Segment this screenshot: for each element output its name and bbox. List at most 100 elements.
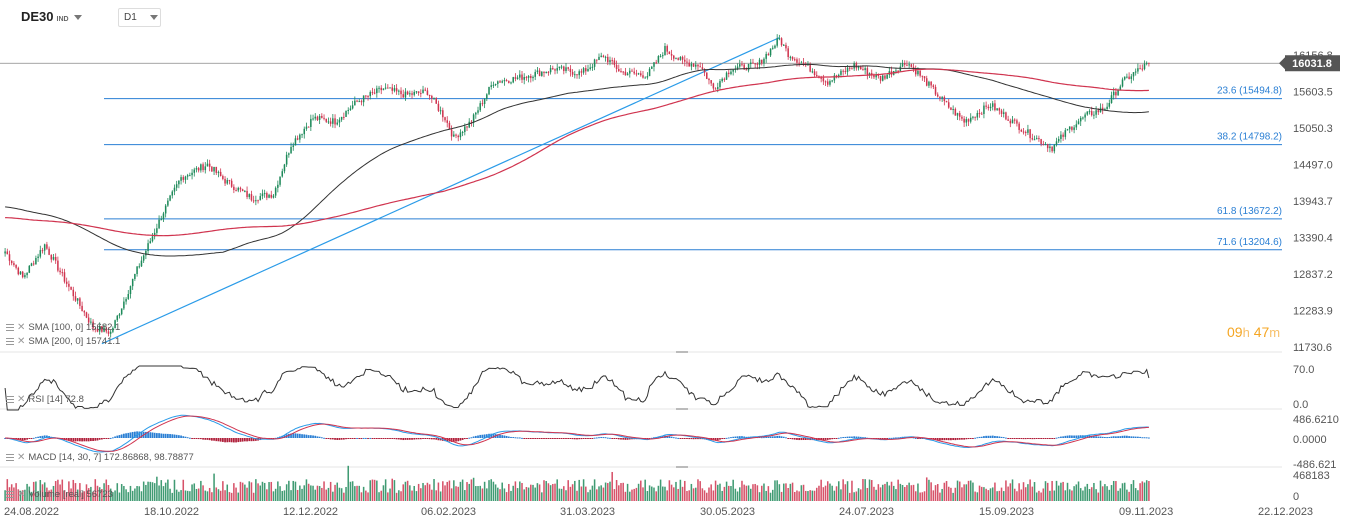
candle-down[interactable] bbox=[391, 87, 394, 91]
candle-down[interactable] bbox=[552, 68, 554, 70]
candle-up[interactable] bbox=[138, 266, 141, 268]
candle-up[interactable] bbox=[758, 59, 761, 65]
candle-down[interactable] bbox=[714, 88, 717, 90]
candle-down[interactable] bbox=[677, 58, 679, 60]
candle-up[interactable] bbox=[164, 205, 167, 214]
candle-up[interactable] bbox=[629, 70, 631, 74]
candle-down[interactable] bbox=[17, 267, 20, 275]
candle-up[interactable] bbox=[244, 190, 246, 192]
candle-down[interactable] bbox=[554, 69, 556, 71]
candle-down[interactable] bbox=[943, 97, 946, 102]
candle-down[interactable] bbox=[266, 193, 268, 198]
candle-up[interactable] bbox=[299, 134, 301, 140]
candle-down[interactable] bbox=[1071, 126, 1073, 130]
candle-up[interactable] bbox=[965, 119, 968, 123]
candle-down[interactable] bbox=[793, 59, 796, 61]
candle-up[interactable] bbox=[1068, 126, 1071, 130]
candle-up[interactable] bbox=[1134, 71, 1137, 73]
candle-up[interactable] bbox=[1095, 110, 1097, 115]
candle-down[interactable] bbox=[822, 78, 825, 82]
candle-down[interactable] bbox=[622, 71, 624, 73]
candle-up[interactable] bbox=[90, 321, 92, 323]
candle-up[interactable] bbox=[593, 59, 596, 67]
candle-up[interactable] bbox=[118, 314, 121, 316]
candle-down[interactable] bbox=[820, 77, 822, 79]
candle-down[interactable] bbox=[936, 94, 939, 97]
candle-down[interactable] bbox=[752, 62, 754, 64]
candle-up[interactable] bbox=[534, 71, 536, 77]
candle-up[interactable] bbox=[516, 77, 519, 79]
candle-down[interactable] bbox=[373, 92, 376, 94]
candle-up[interactable] bbox=[123, 301, 125, 309]
candle-up[interactable] bbox=[857, 66, 860, 69]
candle-down[interactable] bbox=[182, 177, 185, 180]
candle-up[interactable] bbox=[162, 213, 165, 220]
candle-down[interactable] bbox=[241, 189, 244, 192]
candle-up[interactable] bbox=[1093, 114, 1095, 116]
candle-up[interactable] bbox=[769, 48, 772, 56]
candle-up[interactable] bbox=[103, 327, 105, 332]
candle-up[interactable] bbox=[574, 74, 576, 76]
candle-up[interactable] bbox=[1132, 72, 1135, 77]
candle-down[interactable] bbox=[530, 76, 532, 79]
candle-down[interactable] bbox=[54, 256, 57, 261]
sma100-line[interactable] bbox=[5, 63, 1149, 257]
candle-up[interactable] bbox=[283, 164, 286, 172]
candle-down[interactable] bbox=[96, 328, 99, 332]
candle-up[interactable] bbox=[969, 117, 972, 122]
candle-down[interactable] bbox=[208, 163, 211, 167]
candle-down[interactable] bbox=[563, 66, 565, 72]
candle-up[interactable] bbox=[1053, 144, 1056, 152]
candle-down[interactable] bbox=[950, 107, 952, 110]
candle-down[interactable] bbox=[633, 71, 635, 74]
candle-down[interactable] bbox=[688, 62, 690, 67]
candle-up[interactable] bbox=[512, 77, 514, 83]
candle-up[interactable] bbox=[189, 175, 191, 177]
close-icon[interactable]: ✕ bbox=[17, 489, 26, 500]
candle-down[interactable] bbox=[448, 122, 451, 130]
candle-down[interactable] bbox=[74, 296, 77, 301]
candle-up[interactable] bbox=[129, 286, 132, 295]
candle-down[interactable] bbox=[334, 118, 336, 125]
sma100-legend[interactable]: ✕ SMA [100, 0] 15682.1 bbox=[6, 322, 120, 333]
candle-down[interactable] bbox=[426, 90, 429, 95]
candle-up[interactable] bbox=[274, 187, 277, 196]
candle-down[interactable] bbox=[59, 270, 61, 273]
candle-up[interactable] bbox=[281, 171, 284, 177]
macd-signal-line[interactable] bbox=[5, 415, 1149, 452]
candle-up[interactable] bbox=[145, 250, 147, 256]
candle-up[interactable] bbox=[721, 78, 723, 82]
sma200-legend[interactable]: ✕ SMA [200, 0] 15741.1 bbox=[6, 336, 120, 347]
candle-up[interactable] bbox=[378, 87, 380, 89]
candle-up[interactable] bbox=[664, 46, 666, 56]
candle-down[interactable] bbox=[1101, 107, 1104, 111]
candle-up[interactable] bbox=[332, 118, 334, 124]
candle-up[interactable] bbox=[459, 132, 462, 138]
candle-up[interactable] bbox=[776, 38, 778, 46]
candle-up[interactable] bbox=[560, 66, 563, 68]
candle-down[interactable] bbox=[1141, 68, 1144, 70]
candle-up[interactable] bbox=[833, 75, 836, 81]
candle-up[interactable] bbox=[908, 64, 910, 66]
candle-up[interactable] bbox=[868, 73, 871, 75]
candle-up[interactable] bbox=[679, 56, 682, 60]
candle-down[interactable] bbox=[435, 98, 437, 104]
candle-down[interactable] bbox=[499, 81, 501, 83]
rsi-line[interactable] bbox=[4, 365, 1150, 411]
candle-up[interactable] bbox=[1088, 111, 1091, 113]
candle-down[interactable] bbox=[851, 68, 853, 70]
candle-down[interactable] bbox=[442, 110, 444, 118]
candle-up[interactable] bbox=[837, 74, 840, 77]
candle-up[interactable] bbox=[175, 184, 178, 188]
candle-up[interactable] bbox=[191, 172, 193, 176]
candle-down[interactable] bbox=[63, 272, 66, 282]
candle-down[interactable] bbox=[1042, 143, 1045, 145]
candle-down[interactable] bbox=[1062, 134, 1064, 137]
candle-down[interactable] bbox=[842, 70, 844, 72]
candle-up[interactable] bbox=[725, 72, 728, 80]
candle-down[interactable] bbox=[859, 66, 862, 70]
candle-up[interactable] bbox=[1121, 79, 1124, 87]
candle-up[interactable] bbox=[657, 56, 660, 63]
candle-down[interactable] bbox=[505, 80, 508, 82]
candle-down[interactable] bbox=[246, 190, 248, 198]
